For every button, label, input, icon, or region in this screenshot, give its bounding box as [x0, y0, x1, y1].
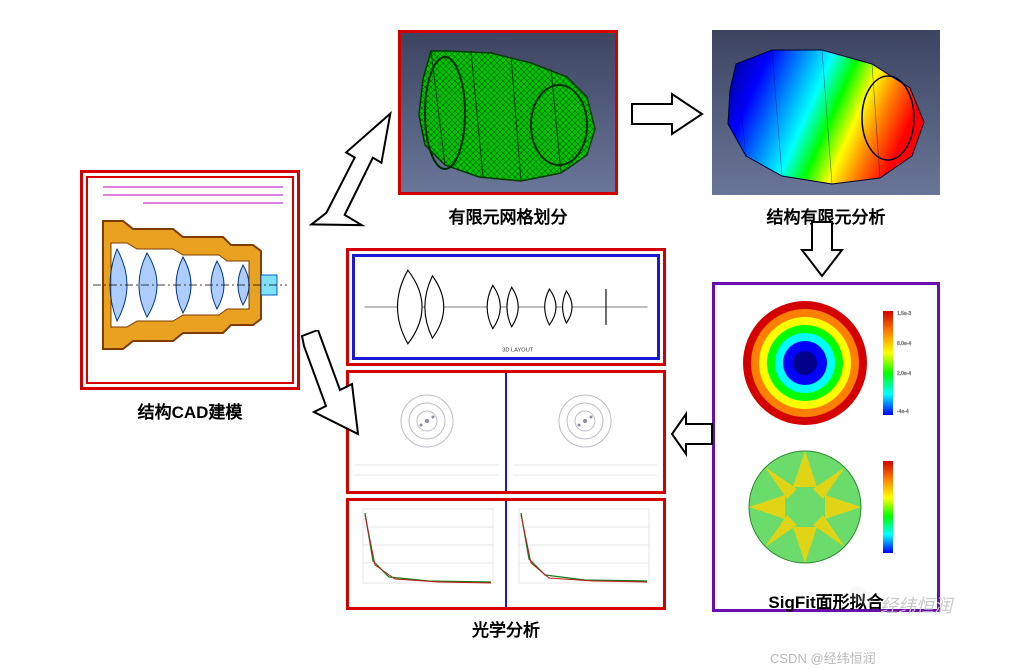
fea-drawing — [712, 30, 940, 195]
optics-label: 光学分析 — [346, 616, 666, 641]
mesh-label: 有限元网格划分 — [398, 203, 618, 228]
wechat-watermark: 经纬恒润 — [880, 592, 952, 618]
arrow-sigfit-to-optics — [668, 410, 716, 458]
arrow-mesh-to-fea — [628, 90, 706, 138]
svg-text:1.5e-3: 1.5e-3 — [897, 311, 911, 317]
cad-drawing — [83, 173, 297, 387]
svg-text:2.0e-4: 2.0e-4 — [897, 371, 911, 377]
arrow-cad-to-mesh — [296, 110, 406, 230]
arrow-cad-to-optics — [296, 330, 366, 440]
mesh-panel — [398, 30, 618, 195]
csdn-watermark: CSDN @经纬恒润 — [770, 648, 876, 667]
wechat-icon — [848, 582, 876, 610]
svg-text:-4e-4: -4e-4 — [897, 409, 909, 415]
cad-panel — [80, 170, 300, 390]
mesh-drawing — [401, 33, 615, 192]
cad-label: 结构CAD建模 — [80, 398, 300, 423]
arrow-fea-to-sigfit — [798, 218, 846, 280]
sigfit-panel: 1.5e-38.0e-4 2.0e-4-4e-4 SigFit面形拟合 — [712, 282, 940, 612]
fea-panel — [712, 30, 940, 195]
optics-panel: 3D LAYOUT — [346, 248, 666, 610]
svg-text:8.0e-4: 8.0e-4 — [897, 341, 911, 347]
lens-layout: 3D LAYOUT — [355, 257, 657, 357]
svg-text:3D LAYOUT: 3D LAYOUT — [502, 347, 534, 353]
sigfit-drawing: 1.5e-3 8.0e-4 2.0e-4 -4e-4 — [715, 285, 937, 585]
mtf-plots — [349, 501, 663, 607]
spot-diagrams — [349, 373, 663, 491]
